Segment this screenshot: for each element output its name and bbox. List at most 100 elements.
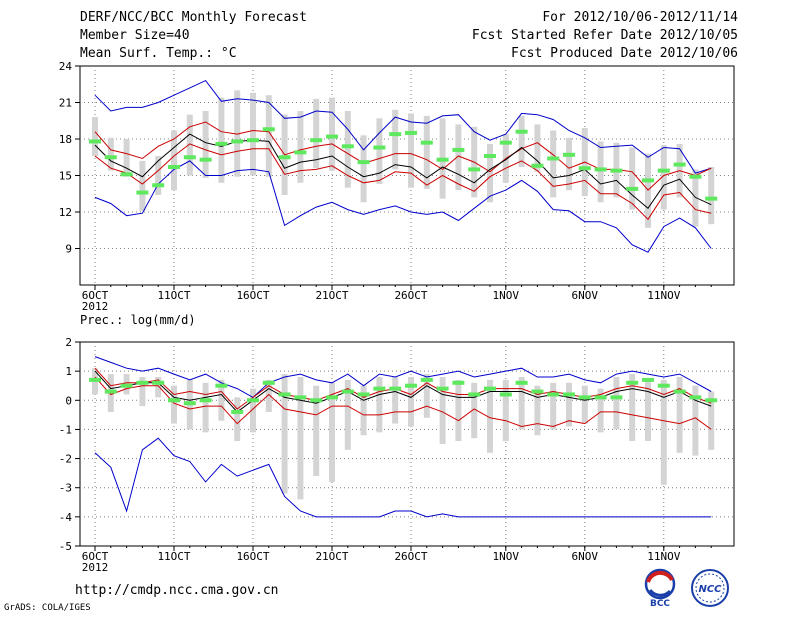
series-line-mean	[94, 133, 712, 210]
median-marker	[531, 163, 544, 168]
x-tick-label: 11OCT	[157, 550, 190, 563]
x-tick-label: 26OCT	[394, 550, 427, 563]
spread-box	[281, 374, 288, 494]
spread-box	[186, 114, 193, 176]
median-marker	[531, 389, 544, 394]
median-marker	[104, 389, 117, 394]
spread-box	[92, 117, 98, 157]
median-marker	[563, 152, 575, 157]
spread-box	[660, 145, 667, 210]
median-marker	[136, 190, 149, 195]
spread-box	[139, 376, 146, 407]
median-marker	[578, 395, 591, 400]
median-marker	[436, 386, 449, 391]
spread-box	[645, 379, 651, 442]
spread-box	[629, 147, 636, 210]
spread-box	[566, 382, 572, 427]
median-marker	[294, 395, 307, 400]
spread-box	[171, 385, 177, 424]
median-marker	[120, 383, 133, 388]
median-marker	[594, 395, 607, 400]
spread-box	[408, 376, 414, 427]
y-tick-label: -3	[59, 482, 72, 495]
spread-box	[234, 397, 241, 442]
series-line-min	[94, 437, 712, 518]
fcst-produced-date: Fcst Produced Date 2012/10/06	[511, 46, 738, 61]
median-marker	[357, 160, 370, 165]
spread-box	[581, 385, 588, 424]
median-marker	[168, 164, 180, 169]
spread-box	[107, 137, 114, 171]
median-marker	[152, 380, 165, 385]
median-marker	[642, 377, 654, 382]
median-marker	[373, 386, 386, 391]
spread-box	[455, 379, 462, 442]
bcc-logo: BCC	[644, 568, 676, 609]
spread-box	[360, 135, 367, 203]
median-marker	[247, 138, 259, 143]
spread-box	[344, 379, 351, 450]
spread-box	[566, 137, 572, 191]
spread-box	[708, 166, 715, 225]
series-line-lower	[94, 143, 712, 221]
median-marker	[610, 168, 623, 173]
median-marker	[231, 409, 244, 414]
y-tick-label: 0	[65, 394, 72, 407]
spread-box	[155, 156, 162, 195]
x-tick-label: 6OCT	[82, 550, 109, 563]
spread-box	[265, 379, 272, 412]
spread-box	[439, 376, 446, 444]
spread-box	[202, 382, 209, 433]
median-marker	[689, 174, 702, 179]
median-marker	[183, 155, 196, 160]
spread-box	[692, 385, 699, 456]
median-marker	[262, 380, 275, 385]
spread-box	[518, 376, 525, 430]
spread-box	[250, 388, 256, 433]
source-url[interactable]: http://cmdp.ncc.cma.gov.cn	[75, 583, 279, 598]
median-marker	[420, 377, 433, 382]
spread-box	[487, 143, 493, 203]
median-marker	[215, 141, 228, 146]
x-tick-label: 26OCT	[394, 289, 427, 302]
median-marker	[689, 395, 702, 400]
spread-box	[123, 139, 130, 177]
x-tick-label: 11NOV	[647, 550, 680, 563]
spread-box	[423, 374, 430, 418]
ncc-logo: NCC	[691, 569, 729, 607]
series-line-max	[94, 356, 712, 399]
spread-box	[550, 382, 557, 430]
variable-label: Mean Surf. Temp.: °C	[80, 46, 237, 61]
median-marker	[673, 389, 686, 394]
median-marker	[104, 155, 117, 160]
x-tick-label: 6NOV	[572, 289, 599, 302]
median-marker	[310, 138, 323, 143]
x-tick-label: 11OCT	[157, 289, 190, 302]
y-tick-label: 18	[59, 133, 72, 146]
spread-box	[376, 118, 383, 185]
median-marker	[657, 383, 670, 388]
spread-box	[518, 115, 525, 167]
svg-text:NCC: NCC	[698, 584, 722, 595]
spread-box	[376, 376, 383, 433]
median-marker	[436, 157, 449, 162]
spread-box	[297, 376, 304, 500]
spread-box	[408, 113, 414, 188]
median-marker	[468, 392, 481, 397]
median-marker	[357, 392, 370, 397]
median-marker	[389, 132, 402, 137]
spread-box	[471, 382, 478, 439]
median-marker	[578, 166, 591, 171]
median-marker	[89, 139, 101, 144]
spread-box	[155, 376, 162, 398]
y-tick-label: -1	[59, 423, 72, 436]
median-marker	[231, 139, 244, 144]
median-marker	[563, 392, 575, 397]
spread-box	[597, 388, 604, 433]
median-marker	[136, 380, 149, 385]
series-line-mean	[94, 370, 712, 413]
x-tick-label: 1NOV	[493, 550, 520, 563]
median-marker	[642, 178, 654, 183]
y-tick-label: -4	[59, 511, 73, 524]
spread-box	[139, 160, 146, 211]
